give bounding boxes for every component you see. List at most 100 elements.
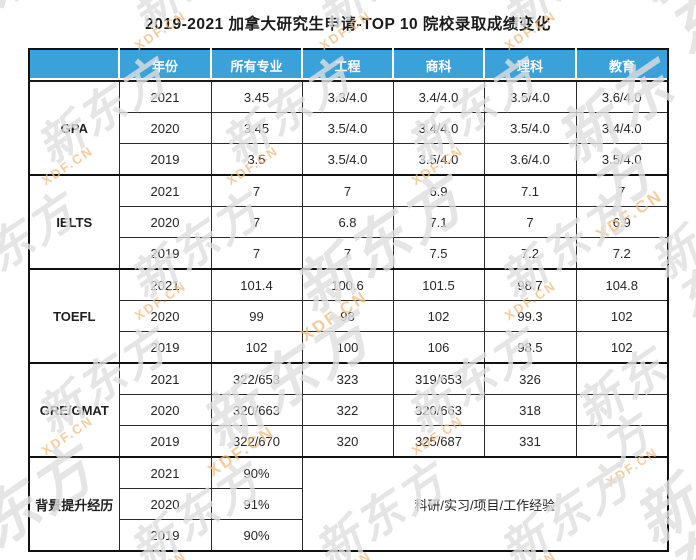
- value-cell: 323: [301, 362, 394, 395]
- value-cell: 7: [301, 174, 394, 207]
- value-cell: 322: [301, 394, 394, 426]
- year-cell: 2021: [118, 174, 212, 207]
- value-cell: 3.5/4.0: [483, 80, 577, 113]
- value-cell: 90%: [210, 456, 303, 489]
- value-cell: 3.5/4.0: [483, 112, 577, 144]
- table-row: 背景提升经历 2021 90% 科研/实习/项目/工作经验: [28, 456, 669, 552]
- value-cell: 331: [483, 425, 577, 458]
- year-cell: 2021: [118, 456, 212, 489]
- value-cell: 7: [210, 206, 303, 238]
- header-cell-empty: [29, 49, 120, 82]
- value-cell: 320/663: [392, 394, 485, 426]
- value-cell: 7: [210, 237, 303, 270]
- value-cell: 101.4: [210, 268, 303, 301]
- table-row: 2020 3.45 3.5/4.0 3.4/4.0 3.5/4.0 3.4/4.0: [29, 112, 669, 144]
- value-cell: 91%: [210, 488, 303, 520]
- table-row: 2019 322/670 320 325/687 331: [29, 425, 669, 458]
- value-cell: 3.5/4.0: [301, 143, 394, 176]
- year-cell: 2021: [118, 362, 212, 395]
- value-cell: 3.6/4.0: [575, 80, 669, 113]
- value-cell: 102: [210, 331, 303, 364]
- table-header: 年份 所有专业 工程 商科 理科 教育: [29, 49, 668, 82]
- value-cell: 3.45: [210, 112, 303, 144]
- value-cell: 319/653: [392, 362, 485, 395]
- header-cell: 所有专业: [211, 49, 303, 82]
- header-cell: 年份: [119, 49, 212, 82]
- header-cell: 教育: [576, 49, 668, 82]
- year-cell: 2019: [118, 425, 212, 458]
- table-row: TOEFL 2021 101.4 100.6 101.5 98.7 104.8: [28, 268, 669, 364]
- table-row: 2020 7 6.8 7.1 7 6.9: [29, 206, 669, 238]
- value-cell: 3.5/4.0: [392, 143, 485, 176]
- category-cell: GRE/GMAT: [28, 362, 120, 458]
- value-cell: 3.3/4.0: [301, 80, 394, 113]
- value-cell: 102: [575, 300, 669, 332]
- value-cell: 102: [392, 300, 485, 332]
- header-cell: 理科: [484, 49, 577, 82]
- table-row: 2019 102 100 106 98.5 102: [29, 331, 669, 364]
- value-cell: 7.1: [392, 206, 485, 238]
- value-cell: 3.6/4.0: [483, 143, 577, 176]
- header-cell: 商科: [393, 49, 485, 82]
- category-cell: 背景提升经历: [28, 456, 120, 552]
- table-row: 2020 99 98 102 99.3 102: [29, 300, 669, 332]
- value-cell: [575, 394, 669, 426]
- year-cell: 2019: [118, 331, 212, 364]
- table-row: GRE/GMAT 2021 322/653 323 319/653 326: [28, 362, 669, 458]
- value-cell: 7: [210, 174, 303, 207]
- value-cell: 6.8: [301, 206, 394, 238]
- year-cell: 2020: [118, 206, 212, 238]
- year-cell: 2020: [118, 394, 212, 426]
- value-cell: 7.2: [575, 237, 669, 270]
- value-cell: 322/653: [210, 362, 303, 395]
- value-cell: 7.2: [483, 237, 577, 270]
- table-row: 2020 320/663 322 320/663 318: [29, 394, 669, 426]
- value-cell: 3.4/4.0: [575, 112, 669, 144]
- header-cell: 工程: [302, 49, 394, 82]
- value-cell: [575, 362, 669, 395]
- value-cell: 3.45: [210, 80, 303, 113]
- value-cell: 3.4/4.0: [392, 80, 485, 113]
- value-cell: 99: [210, 300, 303, 332]
- category-cell: IELTS: [28, 174, 120, 270]
- value-cell: 98.7: [483, 268, 577, 301]
- year-cell: 2019: [118, 519, 212, 552]
- table-row: GPA 2021 3.45 3.3/4.0 3.4/4.0 3.5/4.0 3.6/4.0: [28, 80, 669, 176]
- table-body: GPA 2021 3.45 3.3/4.0 3.4/4.0 3.5/4.0 3.6/4.0 2…: [28, 80, 669, 552]
- year-cell: 2021: [118, 80, 212, 113]
- table-row: 2019 90%: [29, 519, 668, 552]
- value-cell: 7: [483, 206, 577, 238]
- page-title: 2019-2021 加拿大研究生申请-TOP 10 院校录取成绩变化: [145, 16, 551, 33]
- value-cell: 100.6: [301, 268, 394, 301]
- value-cell: 322/670: [210, 425, 303, 458]
- value-cell: 102: [575, 331, 669, 364]
- value-cell: 104.8: [575, 268, 669, 301]
- value-cell: 90%: [210, 519, 303, 552]
- table-row: 2019 7 7 7.5 7.2 7.2: [29, 237, 669, 270]
- table-row: 2020 91%: [29, 488, 668, 520]
- value-cell: 325/687: [392, 425, 485, 458]
- year-cell: 2021: [118, 268, 212, 301]
- year-cell: 2019: [118, 237, 212, 270]
- value-cell: 3.4/4.0: [392, 112, 485, 144]
- value-cell: [575, 425, 669, 458]
- year-cell: 2020: [118, 112, 212, 144]
- value-cell: 3.5: [210, 143, 303, 176]
- value-cell: 7: [575, 174, 669, 207]
- value-cell: 6.9: [392, 174, 485, 207]
- value-cell: 3.5/4.0: [301, 112, 394, 144]
- value-cell: 98: [301, 300, 394, 332]
- value-cell: 318: [483, 394, 577, 426]
- category-cell: GPA: [28, 80, 120, 176]
- year-cell: 2019: [118, 143, 212, 176]
- value-cell: 101.5: [392, 268, 485, 301]
- year-cell: 2020: [118, 488, 212, 520]
- value-cell: 320/663: [210, 394, 303, 426]
- category-cell: TOEFL: [28, 268, 120, 364]
- value-cell: 98.5: [483, 331, 577, 364]
- value-cell: 6.9: [575, 206, 669, 238]
- header-row: 年份 所有专业 工程 商科 理科 教育: [29, 49, 668, 82]
- value-cell: 99.3: [483, 300, 577, 332]
- value-cell: 7: [301, 237, 394, 270]
